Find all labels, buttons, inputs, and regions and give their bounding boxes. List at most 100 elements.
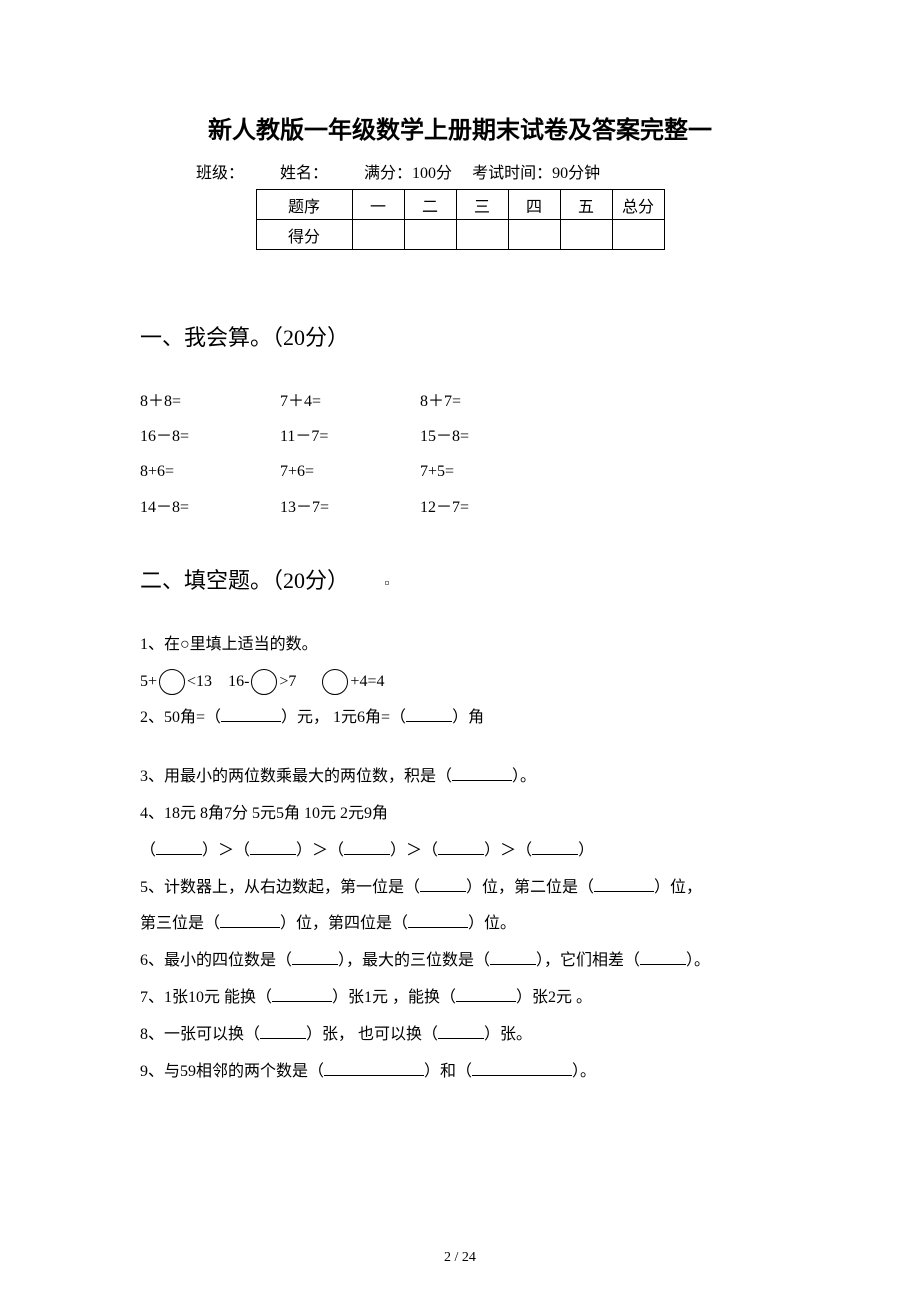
blank (438, 1023, 484, 1039)
calc-row: 8＋8= 7＋4= 8＋7= (140, 384, 780, 419)
q5-p1: 5、计数器上，从右边数起，第一位是（ (140, 879, 420, 896)
q1a-post: <13 (187, 673, 212, 690)
blank (344, 839, 390, 855)
q9-p2: ）和（ (424, 1063, 472, 1080)
q4-gt: ）＞（ (296, 842, 344, 859)
calc-cell: 7+6= (280, 454, 420, 489)
section2-heading: 二、填空题。（20分） (140, 563, 780, 595)
calc-cell: 8＋7= (420, 384, 560, 419)
q5-p5: ）位，第四位是（ (280, 915, 408, 932)
calc-row: 8+6= 7+6= 7+5= (140, 454, 780, 489)
blank (452, 765, 512, 781)
question-1: 1、在○里填上适当的数。 5+<13 16->7 +4=4 (140, 627, 780, 701)
col-3: 三 (456, 190, 508, 220)
calc-cell: 12－7= (420, 490, 560, 525)
col-4: 四 (508, 190, 560, 220)
q2-pre: 2、50角=（ (140, 709, 221, 726)
table-row: 题序 一 二 三 四 五 总分 (256, 190, 664, 220)
score-cell (456, 220, 508, 250)
score-cell (560, 220, 612, 250)
col-5: 五 (560, 190, 612, 220)
calc-cell: 16－8= (140, 419, 280, 454)
q8-p2: ）张， 也可以换（ (306, 1026, 438, 1043)
q1-expr: 5+<13 16->7 +4=4 (140, 664, 780, 701)
q5-p6: ）位。 (468, 915, 516, 932)
page-number: 2 / 24 (0, 1250, 920, 1266)
calc-cell: 11－7= (280, 419, 420, 454)
duration-label: 考试时间： (472, 165, 552, 182)
q3-pre: 3、用最小的两位数乘最大的两位数，积是（ (140, 768, 452, 785)
circle-blank-icon (159, 669, 185, 695)
q7-p2: ）张1元 ，能换（ (332, 989, 456, 1006)
blank (156, 839, 202, 855)
blank (490, 949, 536, 965)
blank (456, 986, 516, 1002)
q7-p1: 7、1张10元 能换（ (140, 989, 272, 1006)
q9-p1: 9、与59相邻的两个数是（ (140, 1063, 324, 1080)
q4-gt: ）＞（ (202, 842, 250, 859)
q5-p4: 第三位是（ (140, 915, 220, 932)
blank (324, 1060, 424, 1076)
q2-mid: ）元， 1元6角=（ (281, 709, 406, 726)
section1-heading: 一、我会算。（20分） (140, 320, 780, 352)
q8-p3: ）张。 (484, 1026, 532, 1043)
meta-line: 班级： 姓名： 满分：100分 考试时间：90分钟 (196, 159, 780, 183)
score-cell (612, 220, 664, 250)
blank (292, 949, 338, 965)
col-6: 总分 (612, 190, 664, 220)
document-title: 新人教版一年级数学上册期末试卷及答案完整一 (140, 110, 780, 145)
score-cell (404, 220, 456, 250)
blank (272, 986, 332, 1002)
q6-p4: ）。 (686, 952, 710, 969)
spacer (140, 737, 780, 759)
question-5: 5、计数器上，从右边数起，第一位是（ ）位，第二位是（ ）位， 第三位是（ ）位，第四… (140, 870, 780, 944)
duration-value: 90分钟 (552, 165, 600, 182)
question-7: 7、1张10元 能换（）张1元 ，能换（）张2元 。 (140, 980, 780, 1017)
blank (472, 1060, 572, 1076)
col-1: 一 (352, 190, 404, 220)
q3-post: ）。 (512, 768, 536, 785)
blank (640, 949, 686, 965)
q4-gt: ）＞（ (484, 842, 532, 859)
calc-grid: 8＋8= 7＋4= 8＋7= 16－8= 11－7= 15－8= 8+6= 7+… (140, 384, 780, 525)
score-table: 题序 一 二 三 四 五 总分 得分 (256, 189, 665, 250)
calc-cell: 8+6= (140, 454, 280, 489)
question-8: 8、一张可以换（）张， 也可以换（）张。 (140, 1017, 780, 1054)
blank (250, 839, 296, 855)
calc-cell: 7＋4= (280, 384, 420, 419)
section2-heading-text: 二、填空题。（20分） (140, 568, 349, 593)
q1a-pre: 5+ (140, 673, 157, 690)
blank (260, 1023, 306, 1039)
blank (220, 912, 280, 928)
question-2: 2、50角=（）元， 1元6角=（）角 (140, 700, 780, 737)
circle-blank-icon (251, 669, 277, 695)
fullscore-value: 100分 (412, 165, 452, 182)
q6-p1: 6、最小的四位数是（ (140, 952, 292, 969)
q4-line1: 4、18元 8角7分 5元5角 10元 2元9角 (140, 796, 780, 833)
score-cell (508, 220, 560, 250)
fullscore-label: 满分： (364, 165, 412, 182)
blank (420, 876, 466, 892)
calc-cell: 7+5= (420, 454, 560, 489)
q4-gt: ）＞（ (390, 842, 438, 859)
blank (221, 706, 281, 722)
col-2: 二 (404, 190, 456, 220)
page: 新人教版一年级数学上册期末试卷及答案完整一 班级： 姓名： 满分：100分 考试… (0, 0, 920, 1302)
q5-p2: ）位，第二位是（ (466, 879, 594, 896)
row-header-2: 得分 (256, 220, 352, 250)
calc-cell: 13－7= (280, 490, 420, 525)
blank (408, 912, 468, 928)
calc-cell: 15－8= (420, 419, 560, 454)
q5-p3: ）位， (654, 879, 702, 896)
blank (406, 706, 452, 722)
calc-cell: 8＋8= (140, 384, 280, 419)
dot-mark-icon (385, 581, 389, 585)
calc-cell: 14－8= (140, 490, 280, 525)
blank (594, 876, 654, 892)
name-label: 姓名： (280, 165, 328, 182)
calc-row: 16－8= 11－7= 15－8= (140, 419, 780, 454)
circle-blank-icon (322, 669, 348, 695)
q1b-pre: 16- (228, 673, 249, 690)
q1c-post: +4=4 (350, 673, 384, 690)
question-4: 4、18元 8角7分 5元5角 10元 2元9角 （）＞（）＞（）＞（）＞（） (140, 796, 780, 870)
